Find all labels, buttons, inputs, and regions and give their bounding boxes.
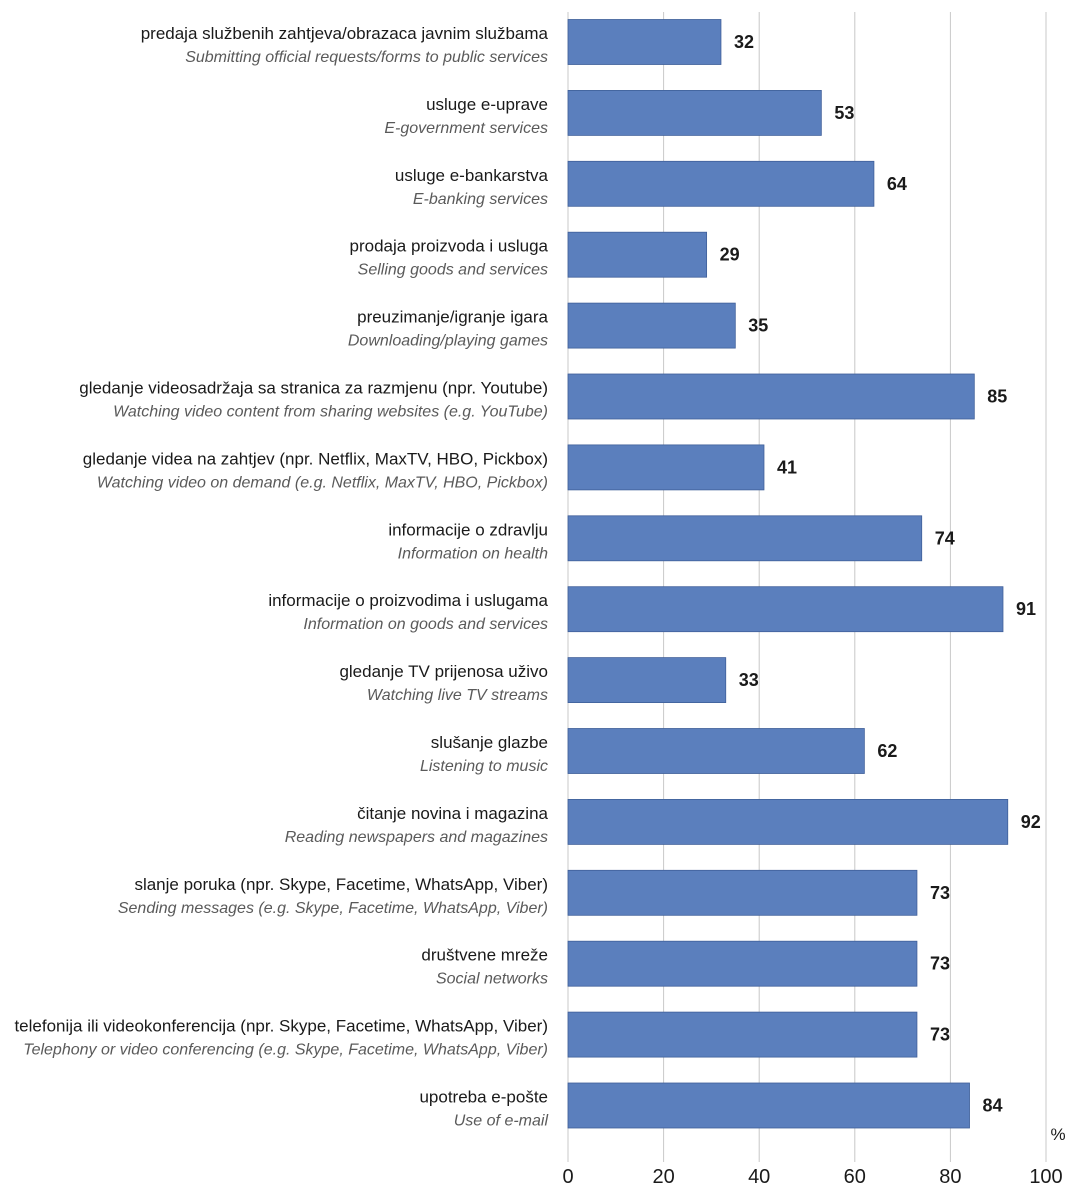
bar [567, 515, 923, 562]
x-axis-ticks: 0 20 40 60 80 100 [562, 1166, 1062, 1188]
category-label-english: E-government services [384, 120, 548, 137]
x-tick-label: 40 [748, 1166, 770, 1188]
x-tick-label: 20 [652, 1166, 674, 1188]
data-label: 92 [1021, 812, 1041, 832]
category-label: društvene mreže [421, 946, 548, 965]
data-label: 74 [935, 528, 955, 548]
category-label-english: Information on goods and services [303, 616, 548, 633]
category-label-english: Social networks [436, 971, 548, 988]
category-label-english: Watching video on demand (e.g. Netflix, … [97, 474, 548, 491]
bar [567, 1082, 970, 1129]
bar [567, 373, 975, 420]
category-label: preuzimanje/igranje igara [357, 308, 548, 327]
bar [567, 90, 822, 136]
x-tick-label: 100 [1029, 1166, 1062, 1188]
bar [567, 231, 708, 278]
category-label-english: E-banking services [413, 191, 548, 208]
data-label: 29 [720, 245, 740, 265]
category-label: usluge e-uprave [426, 95, 548, 114]
data-label: 85 [987, 387, 1007, 407]
category-label: slanje poruka (npr. Skype, Facetime, Wha… [134, 875, 548, 894]
category-label-english: Watching live TV streams [367, 687, 548, 704]
x-tick-label: 0 [562, 1166, 573, 1188]
data-label: 32 [734, 32, 754, 52]
category-label: gledanje videosadržaja sa stranica za ra… [79, 379, 548, 398]
category-label-english: Listening to music [420, 758, 548, 775]
data-label: 73 [930, 954, 950, 974]
data-label: 91 [1016, 599, 1036, 619]
category-label: informacije o zdravlju [388, 520, 548, 539]
bar [567, 1011, 918, 1058]
category-label-english: Use of e-mail [454, 1113, 549, 1130]
bar [567, 19, 722, 65]
data-label: 84 [983, 1096, 1003, 1116]
category-label-english: Reading newspapers and magazines [285, 829, 548, 846]
category-label-english: Sending messages (e.g. Skype, Facetime, … [118, 900, 548, 917]
data-label: 35 [748, 316, 768, 336]
bars [567, 19, 1009, 1129]
category-label-english: Information on health [398, 545, 548, 562]
data-label: 62 [877, 741, 897, 761]
category-label-english: Telephony or video conferencing (e.g. Sk… [23, 1042, 548, 1059]
category-labels: predaja službenih zahtjeva/obrazaca javn… [14, 24, 548, 1130]
bar [567, 940, 918, 987]
data-label: 33 [739, 670, 759, 690]
bar [567, 799, 1009, 845]
category-label: upotreba e-pošte [419, 1088, 548, 1107]
bar [567, 869, 918, 916]
x-tick-label: 80 [939, 1166, 961, 1188]
value-labels: 32 53 64 29 35 85 41 74 91 33 62 92 73 73 73 84 [720, 32, 1041, 1116]
bar [567, 160, 875, 207]
category-label-english: Downloading/playing games [348, 333, 548, 350]
category-label: informacije o proizvodima i uslugama [268, 591, 548, 610]
category-label: telefonija ili videokonferencija (npr. S… [14, 1017, 548, 1036]
data-label: 73 [930, 1025, 950, 1045]
category-label-english: Watching video content from sharing webs… [113, 404, 548, 421]
x-axis-unit-label: % [1050, 1125, 1065, 1144]
category-label-english: Submitting official requests/forms to pu… [185, 49, 548, 66]
category-label: čitanje novina i magazina [357, 804, 548, 823]
bar [567, 302, 736, 349]
category-label: usluge e-bankarstva [395, 166, 549, 185]
data-label: 64 [887, 174, 907, 194]
category-label: gledanje videa na zahtjev (npr. Netflix,… [83, 449, 548, 468]
data-label: 41 [777, 457, 797, 477]
data-label: 53 [834, 103, 854, 123]
category-label: predaja službenih zahtjeva/obrazaca javn… [141, 24, 549, 43]
bar [567, 657, 727, 703]
category-label-english: Selling goods and services [358, 262, 548, 279]
bar [567, 444, 765, 491]
data-label: 73 [930, 883, 950, 903]
category-label: gledanje TV prijenosa uživo [339, 662, 548, 681]
bar [567, 586, 1004, 633]
category-label: slušanje glazbe [431, 733, 548, 752]
x-tick-label: 60 [844, 1166, 866, 1188]
category-label: prodaja proizvoda i usluga [350, 237, 549, 256]
bar [567, 728, 865, 774]
